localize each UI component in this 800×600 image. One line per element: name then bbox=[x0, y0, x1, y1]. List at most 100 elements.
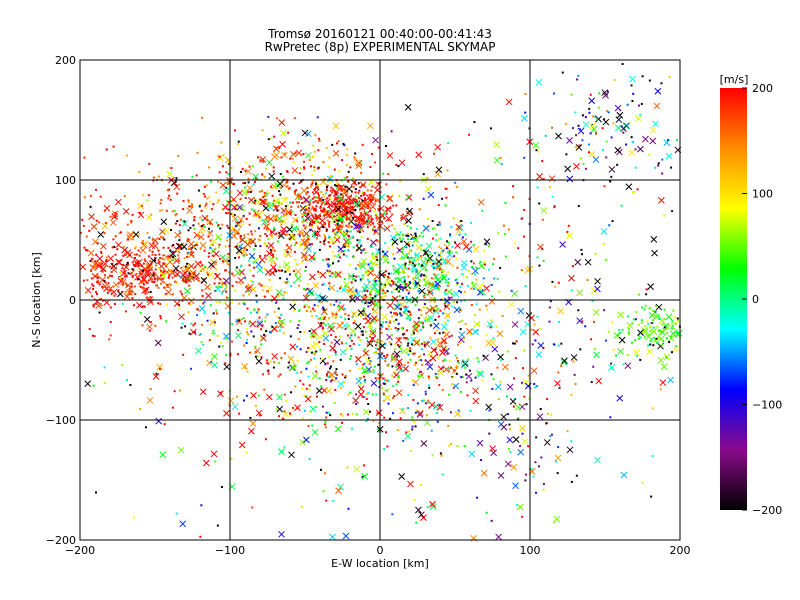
data-point-dot bbox=[416, 258, 419, 261]
data-point-dot bbox=[116, 248, 119, 251]
data-point-dot bbox=[339, 224, 342, 227]
data-point-dot bbox=[287, 131, 290, 134]
data-point-dot bbox=[361, 199, 364, 202]
data-point-dot bbox=[268, 202, 271, 205]
data-point-dot bbox=[324, 192, 327, 195]
data-point-dot bbox=[225, 286, 228, 289]
data-point-x bbox=[483, 238, 491, 246]
data-point-dot bbox=[363, 371, 366, 374]
data-point-dot bbox=[301, 232, 304, 235]
data-point-x bbox=[495, 533, 502, 541]
data-point-dot bbox=[429, 253, 432, 256]
data-point-dot bbox=[286, 250, 289, 253]
data-point-dot bbox=[258, 219, 261, 222]
data-point-dot bbox=[386, 290, 389, 293]
data-point-dot bbox=[419, 370, 422, 373]
data-point-dot bbox=[235, 320, 238, 323]
data-point-x bbox=[478, 262, 486, 270]
data-point-x bbox=[537, 243, 544, 251]
data-point-dot bbox=[363, 222, 366, 225]
data-point-dot bbox=[290, 224, 293, 227]
data-point-x bbox=[398, 301, 406, 308]
data-point-dot bbox=[448, 252, 451, 255]
data-point-dot bbox=[154, 268, 157, 271]
data-point-dot bbox=[388, 320, 391, 323]
data-point-dot bbox=[331, 191, 334, 194]
data-point-dot bbox=[384, 270, 387, 273]
data-point-dot bbox=[128, 254, 131, 257]
data-point-dot bbox=[447, 271, 450, 274]
data-point-dot bbox=[167, 258, 170, 261]
data-point-dot bbox=[410, 235, 413, 238]
data-point-dot bbox=[242, 317, 245, 320]
data-point-dot bbox=[412, 277, 415, 280]
data-point-dot bbox=[275, 301, 278, 304]
data-point-dot bbox=[253, 266, 256, 269]
data-point-dot bbox=[534, 461, 537, 464]
data-point-dot bbox=[524, 93, 527, 96]
data-point-x bbox=[440, 337, 448, 345]
data-point-dot bbox=[100, 304, 103, 307]
data-point-x bbox=[517, 448, 525, 456]
data-point-dot bbox=[289, 391, 292, 394]
data-point-dot bbox=[303, 305, 306, 308]
data-point-x bbox=[559, 241, 566, 248]
data-point-dot bbox=[232, 274, 235, 277]
data-point-dot bbox=[447, 284, 450, 287]
data-point-dot bbox=[435, 285, 438, 288]
data-point-dot bbox=[463, 445, 466, 448]
data-point-dot bbox=[255, 311, 258, 314]
data-point-dot bbox=[298, 235, 301, 238]
data-point-dot bbox=[302, 417, 305, 420]
data-point-dot bbox=[378, 221, 381, 224]
data-point-x bbox=[278, 318, 286, 326]
data-point-dot bbox=[293, 235, 296, 238]
data-point-dot bbox=[388, 341, 391, 344]
data-point-dot bbox=[304, 288, 307, 291]
data-point-dot bbox=[286, 170, 289, 173]
data-point-dot bbox=[347, 393, 350, 396]
data-point-dot bbox=[437, 315, 440, 318]
data-point-dot bbox=[103, 382, 106, 385]
data-point-dot bbox=[182, 274, 185, 277]
data-point-dot bbox=[418, 290, 421, 293]
data-point-x bbox=[576, 289, 584, 296]
data-point-dot bbox=[282, 215, 285, 218]
data-point-dot bbox=[352, 277, 355, 280]
data-point-dot bbox=[177, 154, 180, 157]
data-point-dot bbox=[374, 229, 377, 232]
data-point-dot bbox=[277, 307, 280, 310]
data-point-x bbox=[460, 238, 468, 245]
data-point-dot bbox=[131, 268, 134, 271]
data-point-dot bbox=[212, 312, 215, 315]
data-point-dot bbox=[606, 90, 609, 93]
data-point-dot bbox=[517, 417, 520, 420]
data-point-x bbox=[396, 276, 404, 284]
data-point-dot bbox=[272, 366, 275, 369]
data-point-dot bbox=[369, 262, 372, 265]
data-point-dot bbox=[313, 309, 316, 312]
data-point-dot bbox=[142, 280, 145, 283]
data-point-dot bbox=[212, 329, 215, 332]
data-point-dot bbox=[535, 491, 538, 494]
data-point-dot bbox=[260, 336, 263, 339]
data-point-dot bbox=[489, 326, 492, 329]
data-point-dot bbox=[455, 356, 458, 359]
data-point-dot bbox=[199, 333, 202, 336]
data-point-dot bbox=[347, 314, 350, 317]
data-point-dot bbox=[617, 334, 620, 337]
data-point-dot bbox=[203, 249, 206, 252]
data-point-x bbox=[286, 226, 293, 233]
data-point-x bbox=[332, 150, 340, 157]
data-point-dot bbox=[393, 370, 396, 373]
data-point-dot bbox=[403, 336, 406, 339]
data-point-x bbox=[321, 295, 329, 303]
data-point-x bbox=[592, 308, 600, 316]
data-point-dot bbox=[581, 114, 584, 117]
colorbar-tick-label: 200 bbox=[752, 82, 773, 95]
data-point-x bbox=[345, 209, 352, 216]
data-point-dot bbox=[590, 381, 593, 384]
data-point-dot bbox=[382, 382, 385, 385]
data-point-dot bbox=[168, 194, 171, 197]
data-point-x bbox=[281, 151, 288, 159]
